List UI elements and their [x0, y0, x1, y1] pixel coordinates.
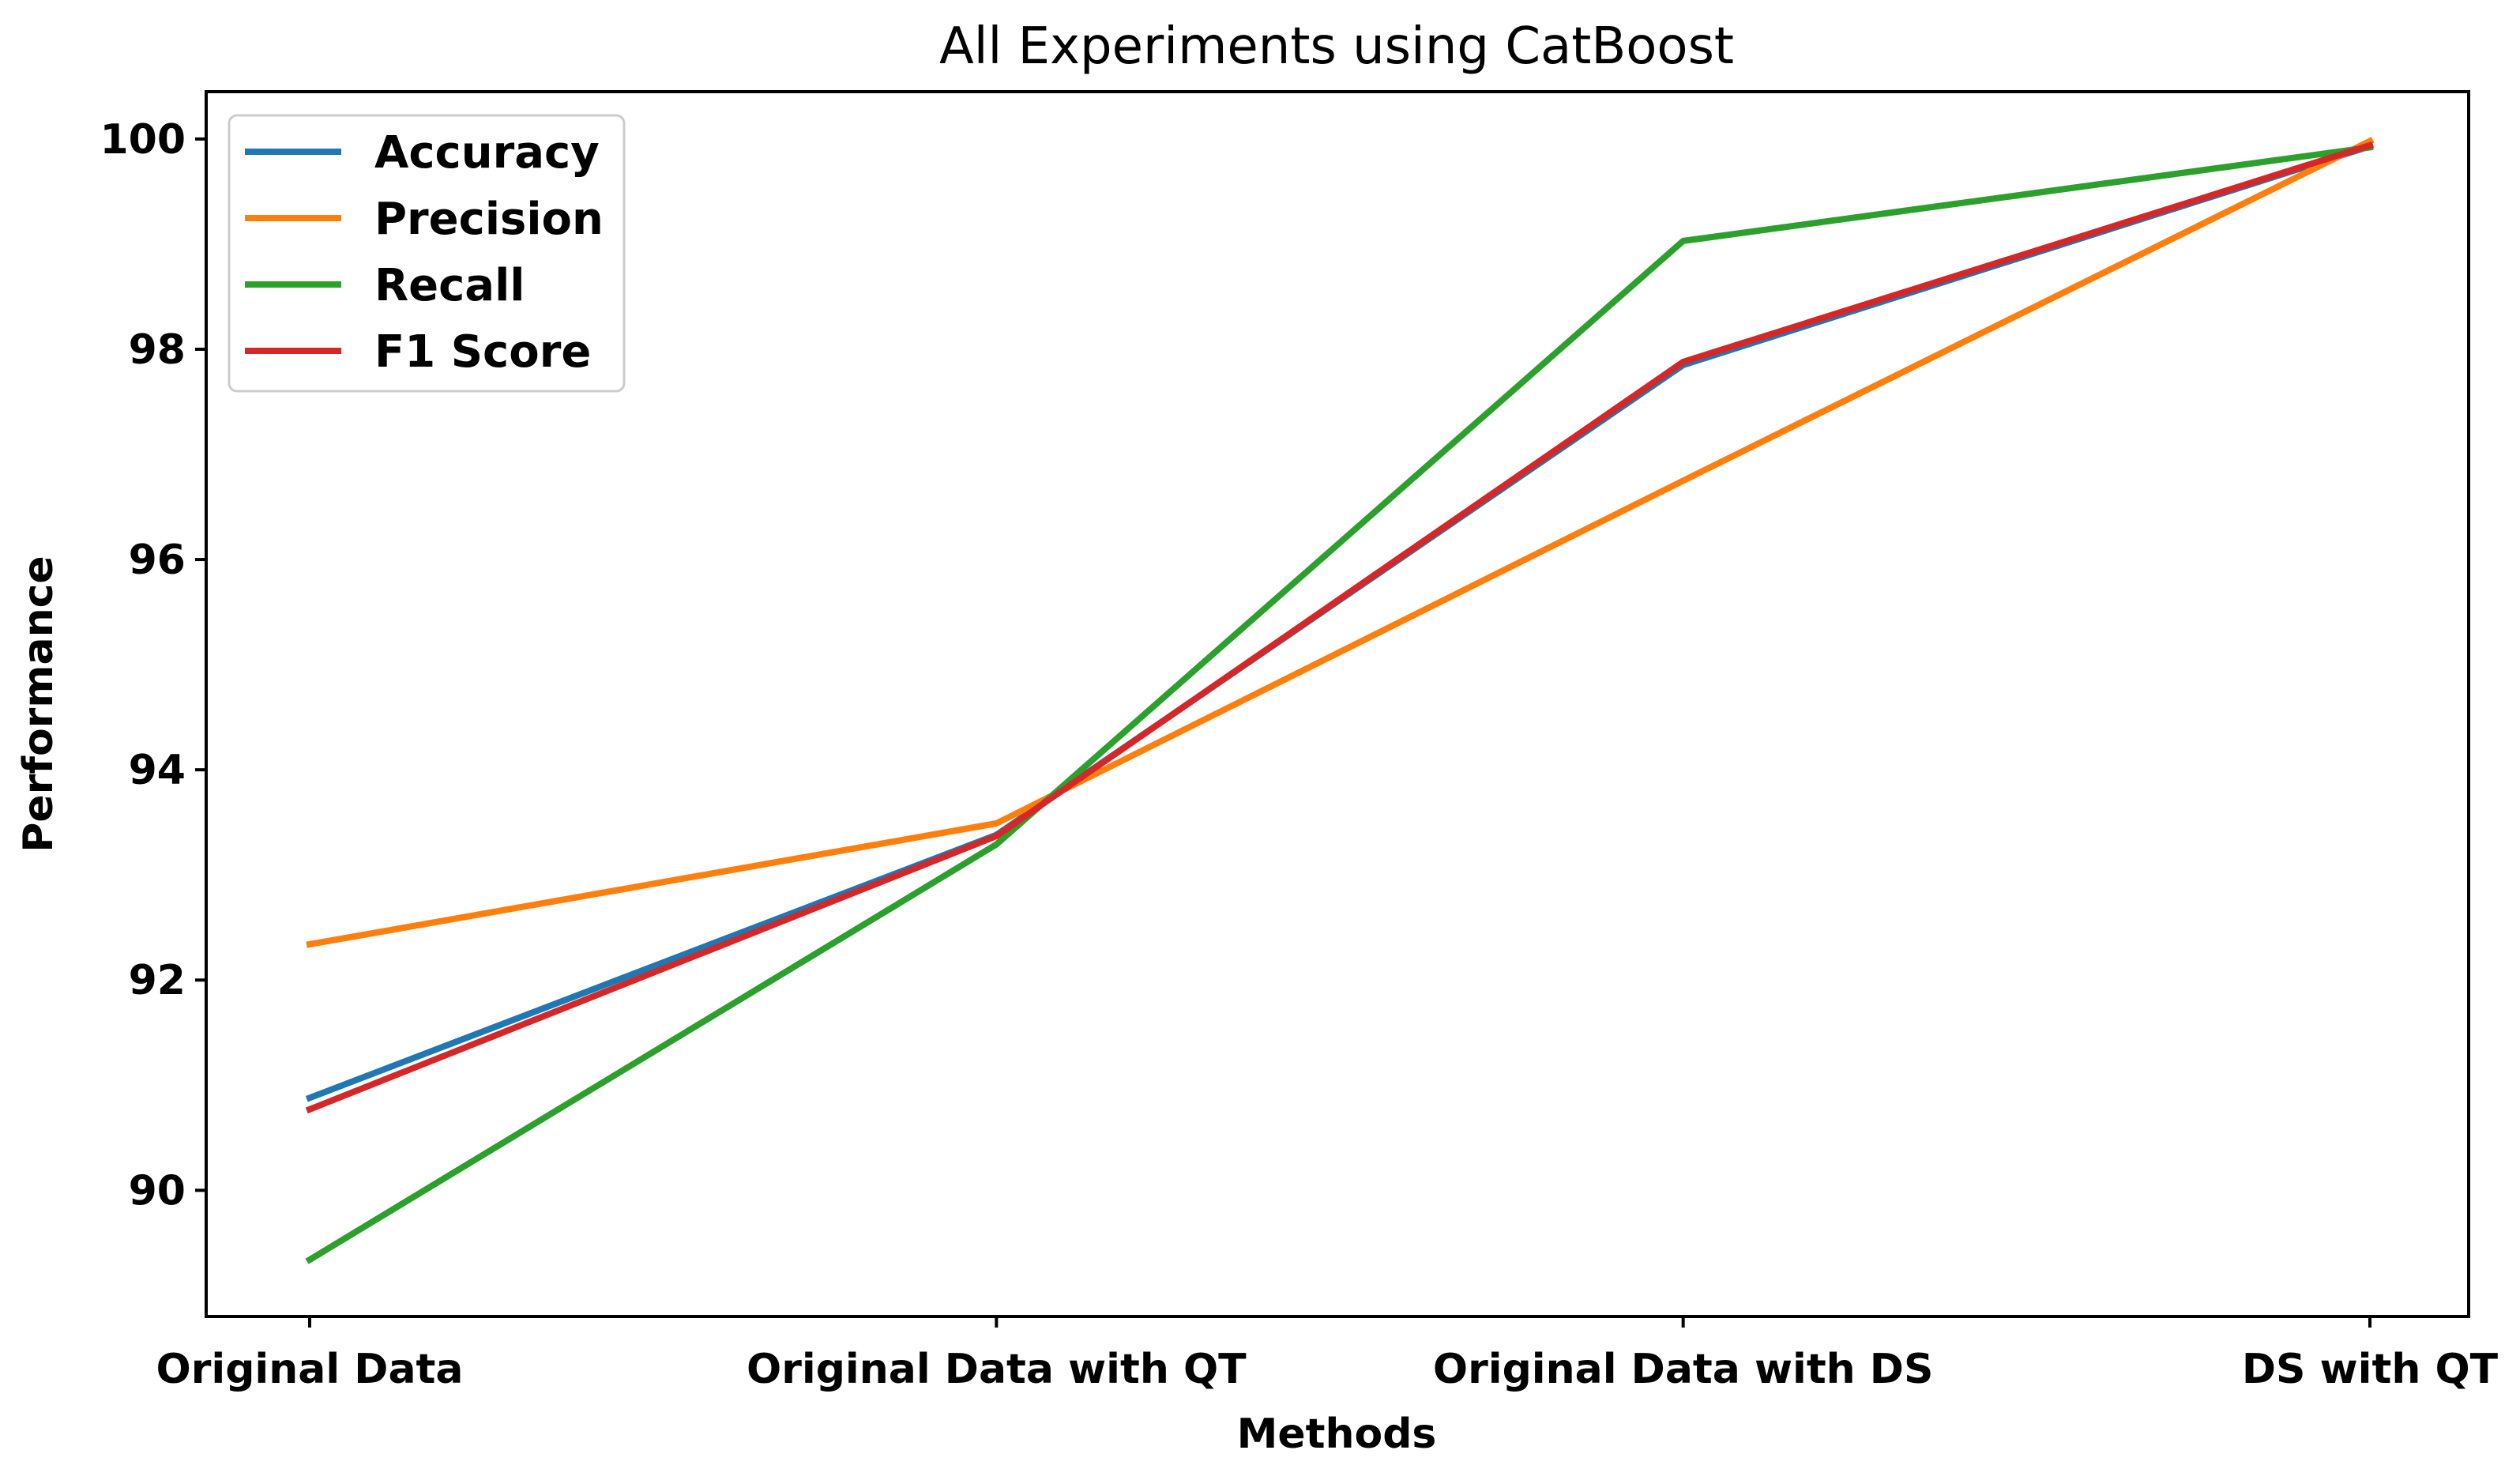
legend-label-f1-score: F1 Score [374, 326, 591, 378]
y-tick-label: 94 [129, 747, 186, 794]
legend: Accuracy Precision Recall F1 Score [228, 114, 626, 393]
legend-label-accuracy: Accuracy [374, 127, 600, 179]
series-line-f1-score [305, 141, 2375, 1114]
legend-box [228, 114, 626, 393]
y-axis-label: Performance [15, 556, 62, 852]
legend-label-precision: Precision [374, 194, 604, 245]
y-tick-label: 92 [129, 957, 186, 1004]
plot-frame [205, 90, 2470, 1318]
y-tick-label: 98 [129, 326, 186, 374]
y-tick-label: 96 [129, 537, 186, 584]
legend-label-recall: Recall [374, 260, 525, 311]
x-tick-label: Original Data with QT [747, 1346, 1247, 1393]
chart-title: All Experiments using CatBoost [939, 17, 1734, 76]
y-axis: 90 92 94 96 98 100 [100, 116, 206, 1215]
series-line-precision [306, 137, 2375, 948]
x-axis-label: Methods [1237, 1411, 1437, 1458]
x-tick-label: Original Data with DS [1433, 1346, 1934, 1393]
y-tick-label: 90 [129, 1167, 186, 1215]
x-tick-label: DS with QT [2242, 1346, 2499, 1393]
y-tick-label: 100 [100, 116, 186, 164]
x-axis: Original Data Original Data with QT Origin… [156, 1316, 2499, 1393]
x-tick-label: Original Data [156, 1346, 464, 1393]
series-line-recall [305, 143, 2374, 1264]
series-layer [305, 137, 2375, 1264]
